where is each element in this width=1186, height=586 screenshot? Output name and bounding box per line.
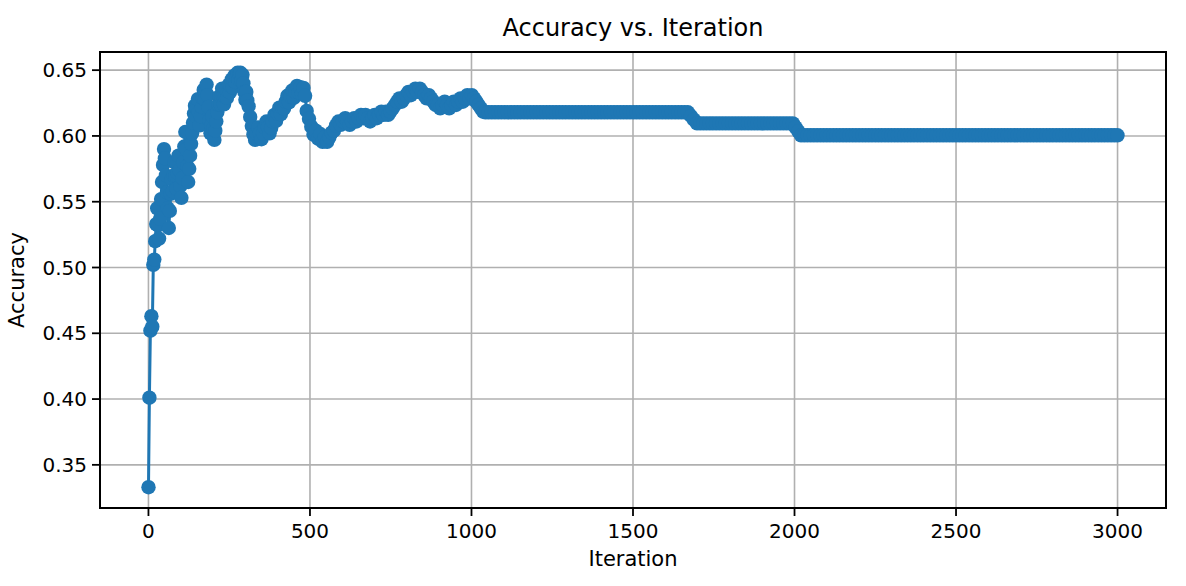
y-tick-label: 0.50	[42, 256, 87, 280]
x-tick-label: 0	[142, 519, 155, 543]
accuracy-chart: 0.35 0.40 0.45 0.50 0.55 0.60 0.65 0 500 1000 1500…	[0, 0, 1186, 586]
y-tick-label: 0.60	[42, 124, 87, 148]
x-tick-label: 2500	[931, 519, 982, 543]
series-marker	[141, 480, 155, 494]
y-tick-label: 0.45	[42, 321, 87, 345]
x-tick-label: 1000	[446, 519, 497, 543]
x-tick-label: 500	[291, 519, 329, 543]
series-marker	[163, 204, 177, 218]
series-marker	[181, 175, 195, 189]
y-tick-label: 0.40	[42, 387, 87, 411]
figure: 0.35 0.40 0.45 0.50 0.55 0.60 0.65 0 500 1000 1500…	[0, 0, 1186, 586]
y-tick-label: 0.55	[42, 190, 87, 214]
series-marker	[298, 89, 312, 103]
x-tick-label: 2000	[769, 519, 820, 543]
series-marker	[145, 320, 159, 334]
y-tick-label: 0.35	[42, 453, 87, 477]
chart-title: Accuracy vs. Iteration	[503, 14, 764, 42]
series-marker	[162, 221, 176, 235]
series-marker	[182, 162, 196, 176]
series-marker	[142, 391, 156, 405]
y-tick-label: 0.65	[42, 58, 87, 82]
x-tick-label: 1500	[608, 519, 659, 543]
series-marker	[174, 191, 188, 205]
series-marker	[1110, 128, 1124, 142]
x-tick-label: 3000	[1092, 519, 1143, 543]
series-marker	[147, 252, 161, 266]
x-axis-label: Iteration	[588, 547, 677, 571]
y-axis-label: Accuracy	[5, 232, 29, 328]
series-marker	[152, 231, 166, 245]
